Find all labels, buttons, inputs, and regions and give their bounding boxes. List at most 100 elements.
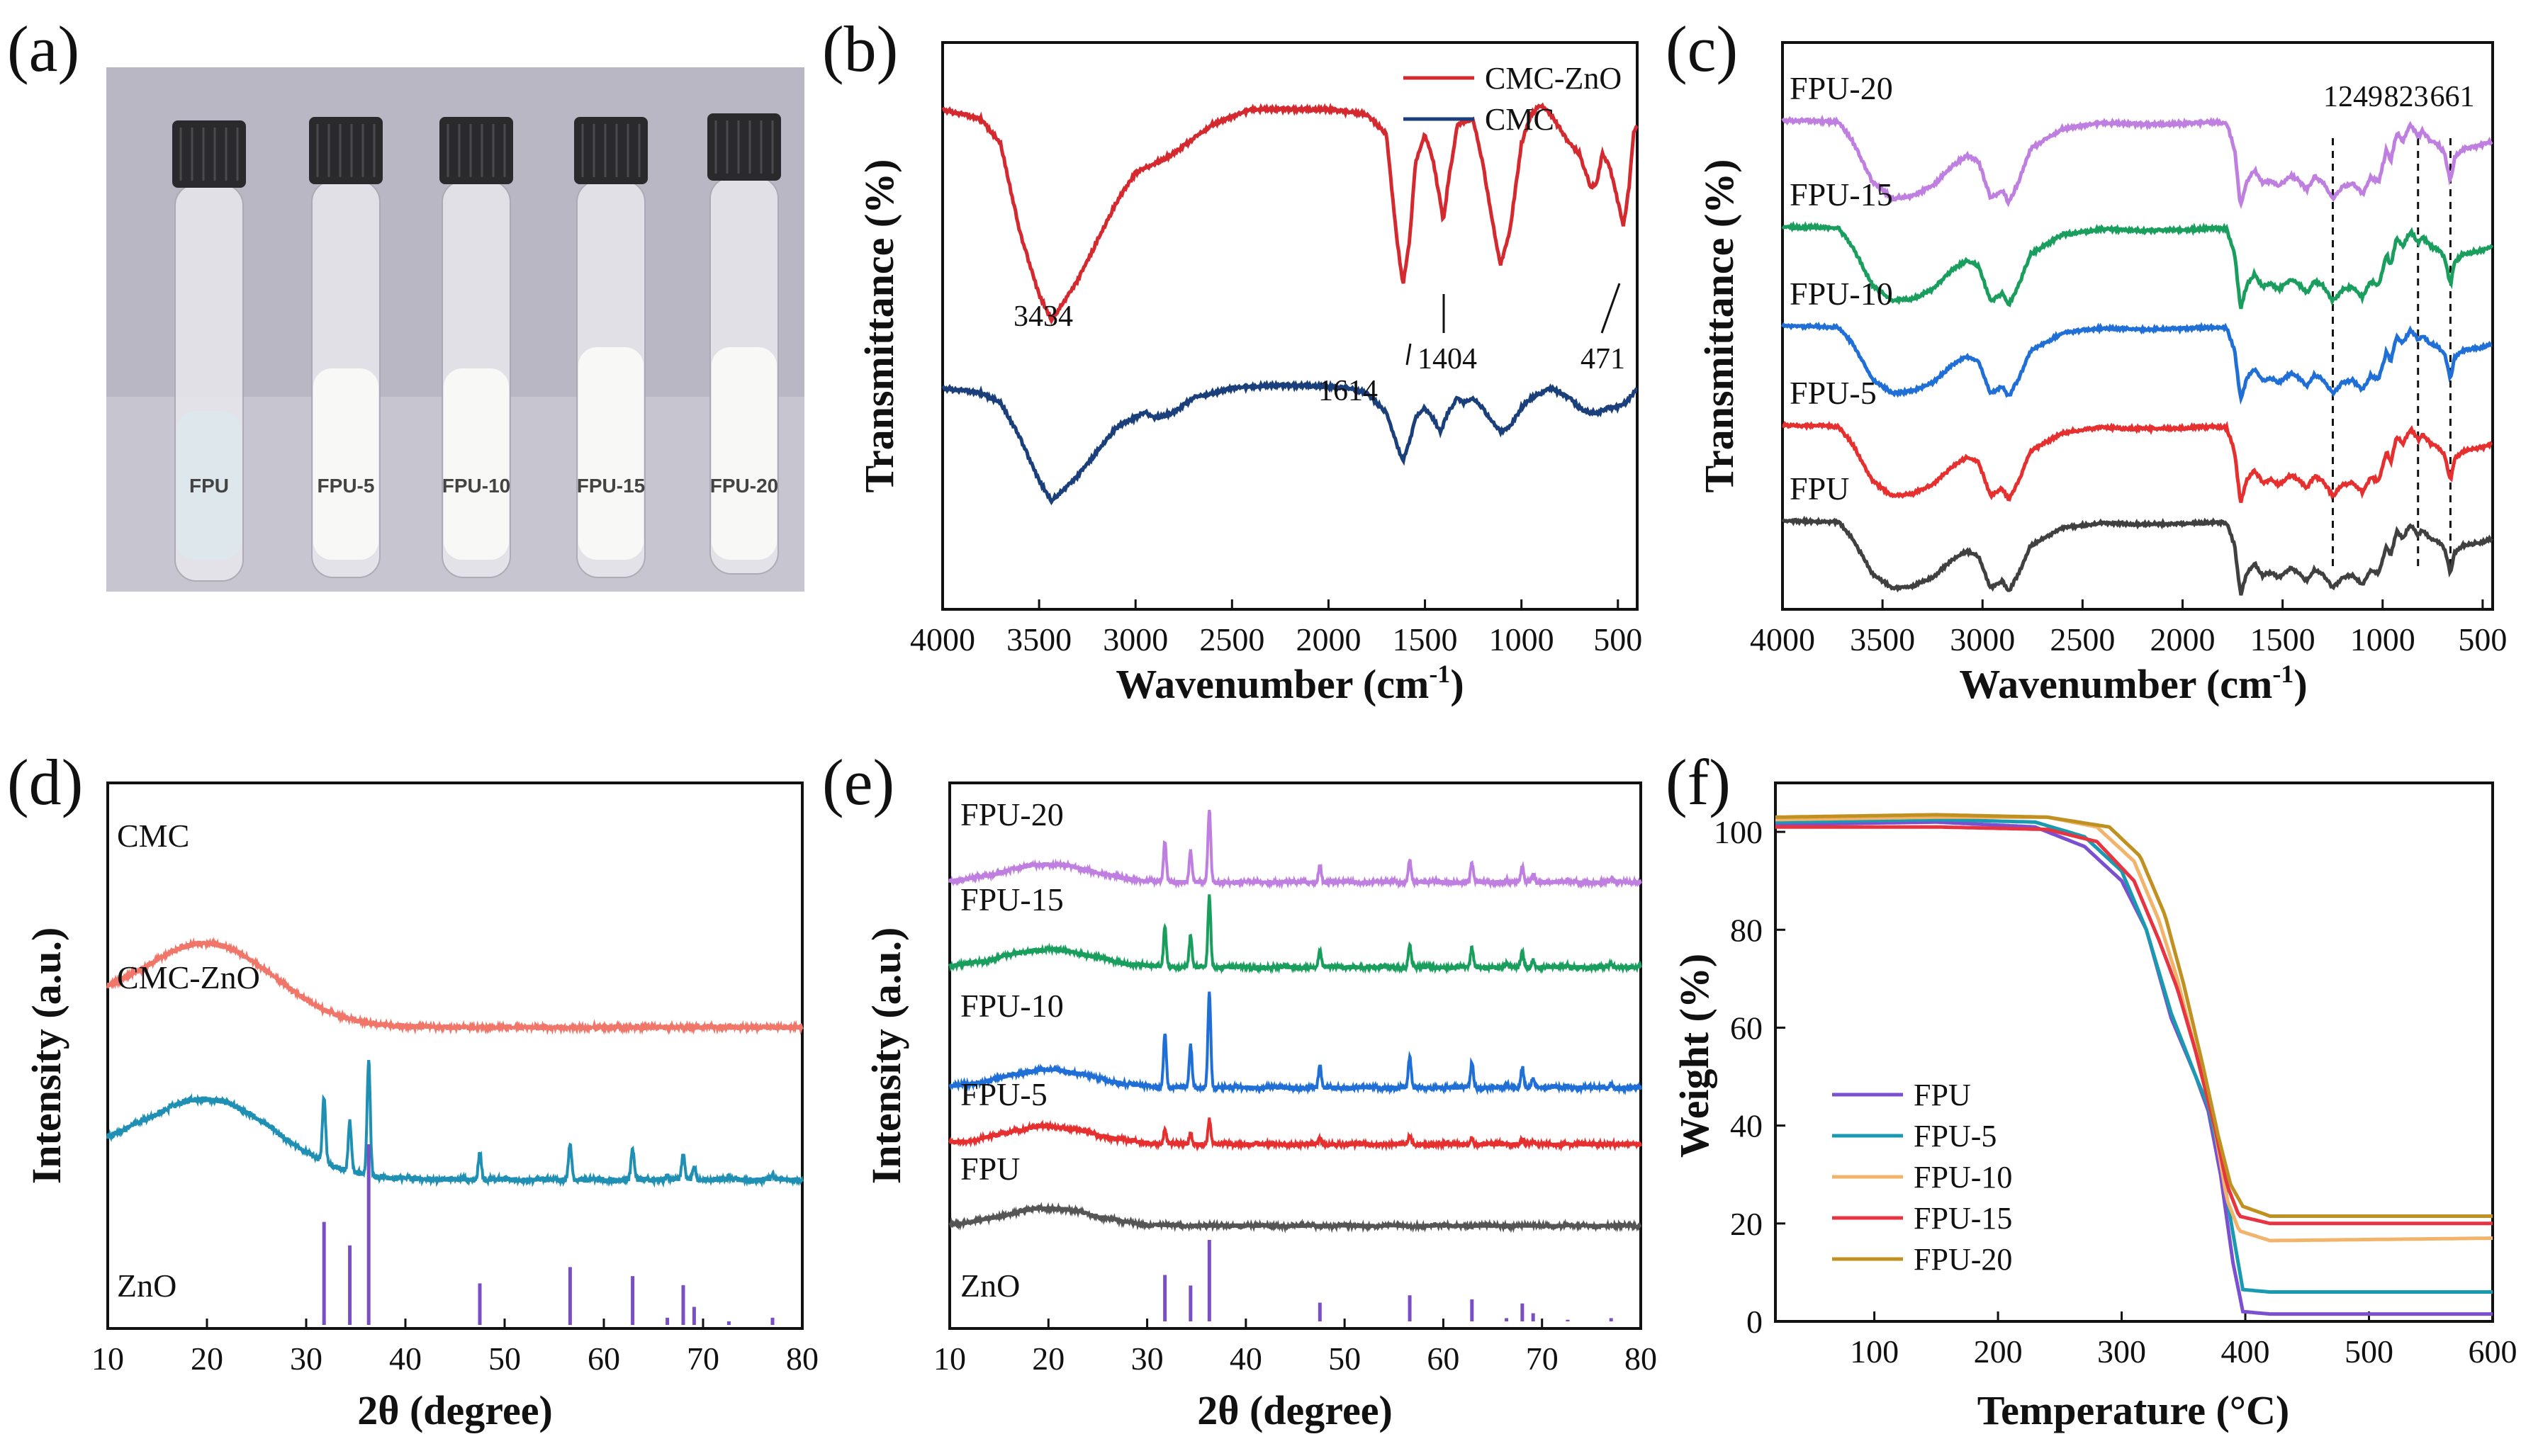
x-tick-label: 30 — [1131, 1341, 1164, 1377]
x-tick-label: 2500 — [2050, 621, 2115, 658]
x-tick-label: 500 — [2458, 621, 2507, 658]
series-line — [948, 809, 1642, 890]
x-tick-label: 10 — [933, 1341, 966, 1377]
y-tick-label: 60 — [1730, 1010, 1763, 1046]
series-group-b — [941, 102, 1639, 506]
x-tick-label: 500 — [1593, 621, 1642, 658]
series-line-cmc-zno — [941, 102, 1639, 325]
panel-label-a: (a) — [7, 13, 79, 85]
panel-label-d: (d) — [7, 746, 83, 818]
x-tick-label: 20 — [191, 1341, 223, 1377]
x-tick-label: 3500 — [1850, 621, 1915, 658]
y-axis-title-f: Weight (%) — [1671, 954, 1717, 1158]
legend-label: FPU-5 — [1914, 1119, 1997, 1153]
x-tick-label: 3000 — [1103, 621, 1168, 658]
x-tick-label: 50 — [488, 1341, 521, 1377]
series-line-cmc-zno — [106, 1059, 804, 1188]
series-label: FPU — [1790, 470, 1849, 507]
x-tick-label: 500 — [2345, 1333, 2393, 1370]
x-ticks-c: 4000 3500 3000 2500 2000 1500 1000 500 — [1750, 599, 2507, 658]
x-axis-title-c: Wavenumber (cm-1) — [1959, 660, 2307, 707]
annotation-471: 471 — [1580, 343, 1625, 376]
panel-c: (c) 4000 3500 3000 2500 2000 1500 1000 500 1249… — [1666, 13, 2507, 707]
x-tick-label: 80 — [1624, 1341, 1657, 1377]
series-label: FPU-20 — [960, 796, 1064, 833]
x-ticks-d: 10 20 30 40 50 60 70 80 — [91, 1319, 819, 1377]
panel-label-c: (c) — [1666, 13, 1738, 85]
vial-cap — [574, 117, 648, 184]
series-line-cmc — [106, 937, 804, 1036]
series-group-f — [1775, 813, 2493, 1316]
plot-frame-b — [941, 41, 1639, 611]
x-tick-label: 40 — [1230, 1341, 1262, 1377]
series-group-d: CMC CMC-ZnO ZnO — [106, 818, 804, 1325]
series-line — [1781, 515, 2493, 596]
x-tick-label: 30 — [290, 1341, 322, 1377]
x-tick-label: 40 — [389, 1341, 422, 1377]
vial-cap — [172, 120, 246, 188]
x-tick-label: 50 — [1328, 1341, 1361, 1377]
reference-label: 661 — [2430, 81, 2475, 113]
legend-label: FPU-15 — [1914, 1201, 2012, 1236]
y-axis-title-e: Intensity (a.u.) — [863, 927, 909, 1185]
vial-liquid — [578, 347, 644, 560]
x-tick-label: 100 — [1850, 1333, 1899, 1370]
legend-label: FPU-10 — [1914, 1160, 2012, 1195]
x-tick-label: 20 — [1032, 1341, 1065, 1377]
series-line — [948, 991, 1642, 1095]
annotation-3434: 3434 — [1014, 300, 1073, 333]
x-axis-title-e: 2θ (degree) — [1197, 1387, 1393, 1433]
annotation-arrow-1614 — [1405, 343, 1412, 366]
series-line — [1780, 321, 2493, 405]
panel-label-e: (e) — [822, 746, 894, 818]
x-tick-label: 10 — [91, 1341, 124, 1377]
reference-label: 1249 — [2323, 81, 2383, 113]
vial-label: FPU-10 — [442, 475, 510, 497]
series-line — [1781, 220, 2494, 310]
panel-e: (e) 10 20 30 40 50 60 70 80 FPU-20FPU-15FPU-10F… — [822, 746, 1657, 1433]
series-line — [948, 1202, 1642, 1234]
panel-a: (a) FPU FPU-5 FPU-10 FPU-15 FPU-20 — [7, 13, 804, 592]
plot-frame-d — [106, 781, 804, 1330]
series-line-fpu-15 — [1775, 825, 2493, 1226]
vial-cap — [439, 117, 513, 184]
legend-label: FPU — [1914, 1078, 1971, 1112]
series-label: FPU-10 — [1790, 276, 1893, 312]
legend-b: CMC-ZnO CMC — [1403, 61, 1622, 137]
vial-group: FPU FPU-5 FPU-10 FPU-15 FPU-20 — [172, 113, 781, 582]
series-group-c: FPU-20 FPU-15 FPU-10 FPU-5 FPU — [1780, 70, 2494, 596]
series-label: FPU-10 — [960, 988, 1064, 1024]
series-line-cmc — [941, 379, 1638, 506]
x-ticks-e: 10 20 30 40 50 60 70 80 — [933, 1319, 1657, 1377]
series-label: FPU-5 — [1790, 375, 1877, 411]
vial-label: FPU — [189, 475, 229, 497]
x-tick-label: 70 — [1526, 1341, 1559, 1377]
series-label: FPU-15 — [1790, 176, 1893, 213]
x-tick-label: 3000 — [1950, 621, 2015, 658]
legend-label: FPU-20 — [1914, 1242, 2012, 1277]
series-label: FPU-20 — [1790, 70, 1893, 106]
legend-label-cmc: CMC — [1485, 102, 1554, 137]
x-tick-label: 1500 — [2250, 621, 2315, 658]
x-tick-label: 3500 — [1006, 621, 1072, 658]
vial-liquid — [313, 368, 378, 560]
y-tick-label: 40 — [1730, 1108, 1763, 1144]
series-line — [1782, 420, 2493, 503]
x-tick-label: 300 — [2097, 1333, 2146, 1370]
panel-b: (b) 4000 3500 3000 2500 2000 1500 1000 500 CMC-… — [822, 13, 1642, 707]
x-tick-label: 2500 — [1199, 621, 1264, 658]
x-tick-label: 600 — [2469, 1333, 2517, 1370]
y-axis-title-b: Transmittance (%) — [856, 159, 902, 493]
series-line-fpu-10 — [1775, 815, 2493, 1243]
series-line-fpu-5 — [1775, 818, 2493, 1294]
y-tick-label: 100 — [1714, 814, 1763, 850]
x-tick-label: 2000 — [2150, 621, 2216, 658]
legend-f: FPU FPU-5 FPU-10 FPU-15 FPU-20 — [1832, 1078, 2012, 1277]
plot-frame-e — [948, 781, 1642, 1330]
x-tick-label: 2000 — [1296, 621, 1361, 658]
series-group-e: FPU-20 FPU-15 FPU-10 FPU-5 FPU ZnO — [948, 796, 1642, 1321]
y-tick-label: 20 — [1730, 1206, 1763, 1242]
y-axis-title-c: Transmittance (%) — [1696, 159, 1742, 493]
